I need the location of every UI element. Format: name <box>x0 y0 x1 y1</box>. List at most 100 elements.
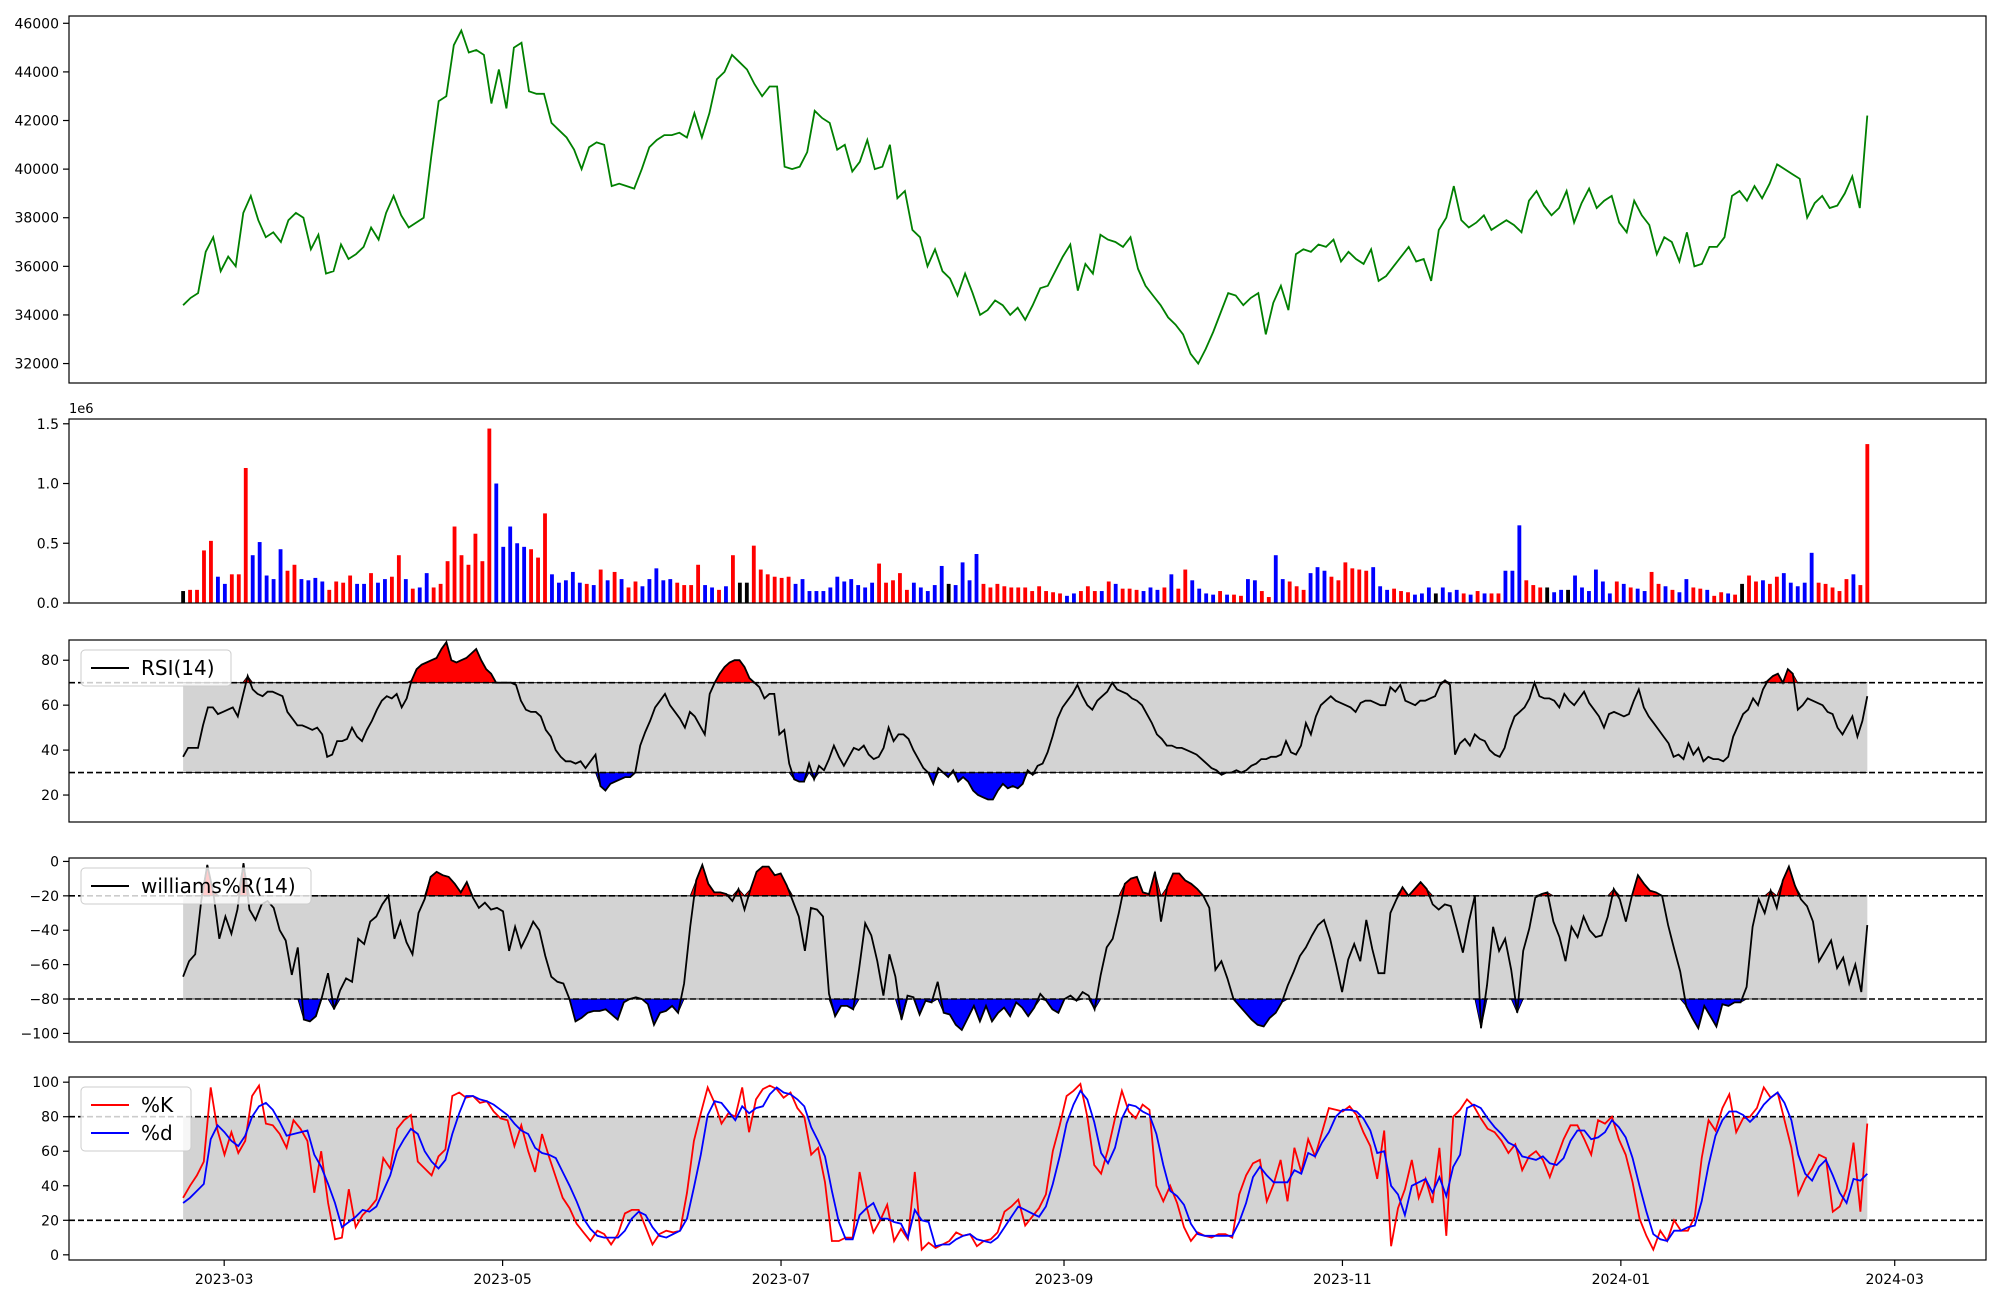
volume-bar <box>1037 586 1042 603</box>
volume-bar <box>898 573 902 603</box>
y-tick-label: 20 <box>41 1213 59 1229</box>
volume-bar <box>758 569 763 603</box>
volume-bar <box>181 591 186 603</box>
volume-bar <box>1413 594 1417 603</box>
volume-bar <box>1545 587 1550 603</box>
volume-bar <box>744 582 749 603</box>
volume-bar <box>341 582 346 603</box>
volume-bar <box>1496 593 1501 603</box>
volume-bar <box>786 576 791 603</box>
volume-bar <box>1677 592 1682 603</box>
y-tick-label: 42000 <box>14 114 59 130</box>
volume-bar <box>633 581 638 603</box>
volume-bar <box>1294 586 1299 603</box>
x-tick-label: 2023-07 <box>752 1272 811 1288</box>
volume-bar <box>1767 583 1772 603</box>
volume-bar <box>1190 580 1195 603</box>
volume-bar <box>264 575 269 603</box>
volume-bar <box>1092 591 1097 603</box>
y-tick-label: 20 <box>41 788 59 804</box>
volume-bar <box>1510 570 1515 603</box>
volume-bar <box>1023 587 1028 603</box>
volume-bar <box>967 580 972 603</box>
volume-bar <box>751 545 756 603</box>
volume-bar <box>494 483 499 603</box>
volume-bar <box>856 585 861 603</box>
volume-bar <box>431 587 436 603</box>
volume-bar <box>1016 587 1021 603</box>
volume-bar <box>1315 567 1320 603</box>
volume-bar <box>570 571 575 603</box>
volume-bar <box>654 568 659 603</box>
volume-bar <box>1357 569 1362 603</box>
volume-bar <box>1573 575 1577 603</box>
legend-label: %K <box>141 1093 174 1117</box>
volume-bar <box>202 550 206 603</box>
y-tick-label: −40 <box>29 923 59 939</box>
volume-bar <box>1712 595 1717 603</box>
volume-bar <box>543 513 547 603</box>
volume-bar <box>835 576 840 603</box>
volume-bar <box>591 585 596 603</box>
volume-bar <box>501 546 506 603</box>
volume-bar <box>445 561 450 603</box>
volume-bar <box>1301 589 1306 603</box>
volume-bar <box>598 569 603 603</box>
stochastic-panel: 0 20 40 60 80 100 %K %d <box>32 1075 1987 1264</box>
volume-bar <box>1635 588 1640 603</box>
volume-bar <box>1433 593 1438 603</box>
volume-bar <box>487 428 492 603</box>
legend-label: %d <box>141 1121 173 1145</box>
volume-bar <box>1740 583 1744 603</box>
volume-bar <box>703 585 707 603</box>
volume-bar <box>1517 525 1522 603</box>
volume-bar <box>1246 579 1250 603</box>
volume-bar <box>383 579 387 603</box>
volume-bar <box>1531 585 1536 603</box>
volume-bar <box>1078 591 1083 603</box>
y-tick-label: 32000 <box>14 357 59 373</box>
volume-bar <box>661 580 666 603</box>
volume-bar <box>1816 582 1821 603</box>
volume-bar <box>1120 588 1125 603</box>
volume-bar <box>557 582 561 603</box>
volume-bar <box>1837 591 1842 603</box>
volume-bar <box>1761 580 1765 603</box>
volume-bar <box>807 591 812 603</box>
volume-bar <box>724 586 728 603</box>
volume-bar <box>619 579 624 603</box>
volume-bar <box>1378 586 1383 603</box>
volume-bar <box>536 557 540 603</box>
volume-bar <box>1858 585 1863 603</box>
volume-bar <box>195 589 199 603</box>
y-tick-label: −60 <box>29 958 59 974</box>
volume-bar <box>508 526 513 603</box>
volume-bar <box>1155 589 1160 603</box>
volume-bar <box>1719 592 1724 603</box>
y-tick-label: 1.0 <box>37 477 59 493</box>
volume-bar <box>939 565 944 603</box>
volume-bar <box>1802 582 1807 603</box>
volume-bar <box>1865 444 1870 603</box>
volume-scale-label: 1e6 <box>69 402 94 417</box>
volume-bar <box>946 583 951 603</box>
axes-frame <box>68 1076 1987 1261</box>
volume-bar <box>765 574 770 603</box>
volume-bar <box>1343 562 1348 603</box>
volume-bar <box>1580 587 1584 603</box>
volume-bar <box>1788 582 1793 603</box>
volume-bar <box>1273 555 1278 603</box>
volume-bar <box>389 576 394 603</box>
volume-bar <box>362 583 366 603</box>
volume-bar <box>452 526 457 603</box>
volume-bar <box>1447 592 1452 603</box>
volume-bar <box>800 579 805 603</box>
volume-bar <box>271 579 276 603</box>
volume-bar <box>209 540 213 603</box>
y-tick-label: 0.0 <box>37 596 59 612</box>
volume-bar <box>1399 591 1403 603</box>
x-tick-label: 2023-11 <box>1313 1272 1372 1288</box>
y-tick-label: 60 <box>41 698 59 714</box>
volume-bar <box>1607 593 1612 603</box>
volume-bar <box>1259 591 1264 603</box>
